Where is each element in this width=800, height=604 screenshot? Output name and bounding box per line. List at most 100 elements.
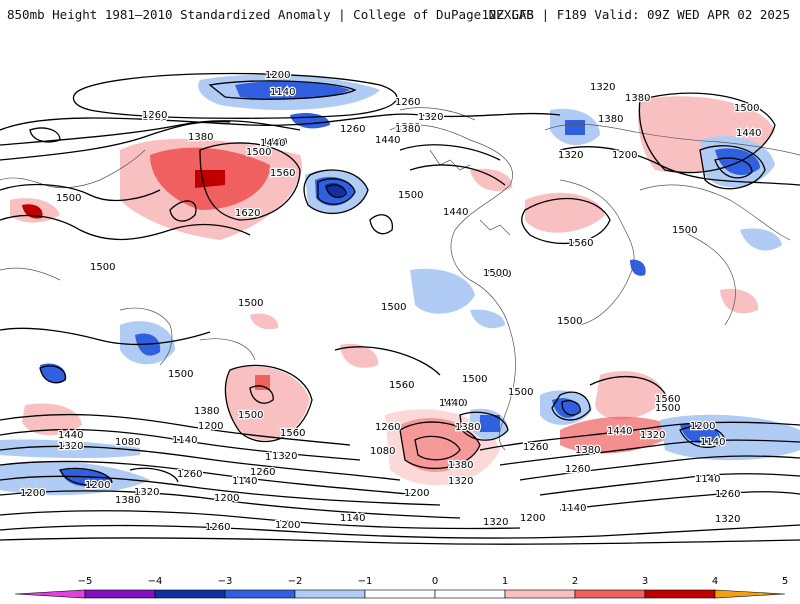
contour-label: 1500: [238, 298, 263, 309]
contour-label: 1380: [598, 114, 623, 125]
contour-label: 1380: [395, 122, 420, 133]
contour-label: 1500: [168, 369, 193, 380]
contour-label: 1320: [483, 517, 508, 528]
legend-tick-label: 5: [782, 576, 788, 587]
contour-label: 1440: [607, 426, 632, 437]
contour-label: 1440: [58, 430, 83, 441]
contour-label: 1140: [561, 503, 586, 514]
contour-label: 1200: [20, 488, 45, 499]
contour-label: 1500: [381, 302, 406, 313]
legend-tick-label: −1: [358, 576, 373, 587]
contour-label: 1200: [612, 150, 637, 161]
contour-label: 1200: [198, 421, 223, 432]
coastlines: [0, 107, 800, 451]
legend-tick-label: 0: [432, 576, 438, 587]
contour-label: 1440: [375, 135, 400, 146]
contour-label: 1320: [58, 441, 83, 452]
contour-label: 1320: [448, 476, 473, 487]
negative-anomaly-shading: [0, 74, 800, 496]
contour-label: 1320: [272, 451, 297, 462]
contour-label: 1320: [558, 150, 583, 161]
contour-label: 1380: [625, 93, 650, 104]
contour-label: 1260: [395, 97, 420, 108]
contour-label: 1500: [508, 387, 533, 398]
contour-label: 1200: [275, 520, 300, 531]
contour-label: 1380: [395, 124, 420, 135]
legend-swatch: [364, 589, 436, 599]
contour-label: 1500: [238, 410, 263, 421]
legend-swatch: [504, 589, 576, 599]
contour-label: 1140: [172, 435, 197, 446]
contour-label: 1380: [188, 132, 213, 143]
contour-label: 1500: [398, 190, 423, 201]
contour-label: 1440: [260, 138, 285, 149]
contour-label: 1200: [404, 488, 429, 499]
legend-swatch: [294, 589, 366, 599]
legend-swatch: [14, 589, 86, 599]
contour-label: 1140: [700, 437, 725, 448]
contour-label: 1380: [448, 460, 473, 471]
contour-label: 1260: [177, 469, 202, 480]
legend-tick-label: −2: [288, 576, 303, 587]
world-map: 1200 1140 1260 1320 1380 1320 1380 1260 1320 1200…: [0, 69, 800, 547]
contour-label: 1200: [214, 493, 239, 504]
contour-label: 1320: [134, 487, 159, 498]
legend-tick-label: −4: [148, 576, 163, 587]
legend-swatch: [714, 589, 786, 599]
contour-label: 1320: [715, 514, 740, 525]
contour-label: 1380: [575, 445, 600, 456]
contour-label: 1500: [483, 268, 508, 279]
contour-label: 1440: [262, 137, 287, 148]
contour-label: 1200: [265, 70, 290, 81]
contour-label: 1320: [590, 82, 615, 93]
contour-label: 1380: [455, 422, 480, 433]
legend-swatch: [84, 589, 156, 599]
legend-tick-label: 3: [642, 576, 648, 587]
legend-tick-label: −5: [78, 576, 93, 587]
contour-label: 1500: [557, 316, 582, 327]
contour-label: 1500: [90, 262, 115, 273]
contour-label: 1440: [736, 128, 761, 139]
legend-swatch: [574, 589, 646, 599]
contour-label: 1500: [486, 269, 511, 280]
contour-label: 1500: [246, 147, 271, 158]
contour-label: 1200: [85, 480, 110, 491]
anomaly-legend: −5 −4 −3 −2 −1 0 1 2 3 4 5: [0, 570, 800, 600]
legend-tick-label: 1: [502, 576, 508, 587]
model-run-info: 12Z GFS | F189 Valid: 09Z WED APR 02 202…: [481, 7, 790, 22]
contour-label: 1560: [389, 380, 414, 391]
contour-label: 1440: [442, 398, 467, 409]
contour-label: 1140: [232, 476, 257, 487]
contour-label: 1200: [690, 421, 715, 432]
contour-label: 1140: [340, 513, 365, 524]
contour-label: 1500: [462, 374, 487, 385]
legend-tick-label: 4: [712, 576, 718, 587]
height-contours: [0, 72, 800, 545]
legend-colorbar: −5 −4 −3 −2 −1 0 1 2 3 4 5: [14, 576, 788, 599]
legend-tick-label: −3: [218, 576, 233, 587]
contour-label: 1440: [443, 207, 468, 218]
contour-label: 1320: [418, 112, 443, 123]
legend-tick-label: 2: [572, 576, 578, 587]
contour-label: 1320: [265, 452, 290, 463]
contour-label: 1320: [142, 112, 167, 123]
contour-label: 1380: [115, 495, 140, 506]
legend-swatch: [154, 589, 226, 599]
contour-label: 1320: [640, 430, 665, 441]
contour-label: 1380: [194, 406, 219, 417]
contour-label: 1260: [565, 464, 590, 475]
contour-label: 1080: [370, 446, 395, 457]
contour-label: 1260: [715, 489, 740, 500]
contour-label: 1260: [523, 442, 548, 453]
contour-label: 1260: [205, 522, 230, 533]
contour-label: 1260: [142, 110, 167, 121]
contour-label: 1440: [439, 398, 464, 409]
legend-swatch: [434, 589, 506, 599]
contour-label: 1260: [250, 467, 275, 478]
contour-label: 1500: [672, 225, 697, 236]
contour-label: 1620: [235, 208, 260, 219]
contour-label: 1200: [520, 513, 545, 524]
contour-label: 1080: [115, 437, 140, 448]
contour-label: 1500: [56, 193, 81, 204]
